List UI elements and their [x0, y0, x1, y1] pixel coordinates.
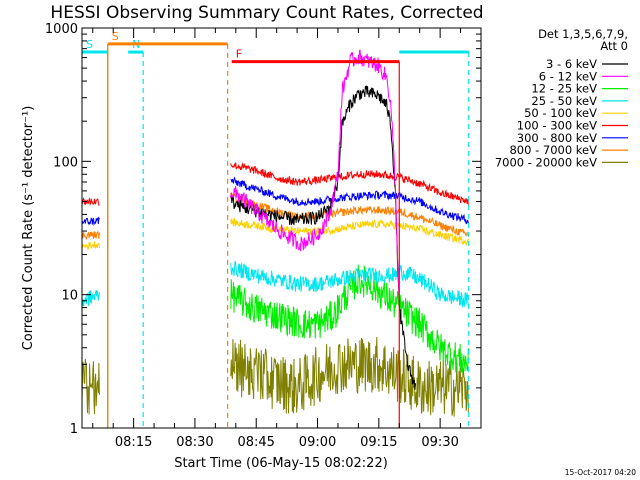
- series-group: [82, 49, 469, 417]
- y-tick-label-0: 1: [70, 422, 78, 437]
- x-tick-label-1: 08:30: [176, 435, 213, 450]
- x-tick-label-3: 09:00: [299, 435, 336, 450]
- y-tick-label-1: 10: [61, 289, 78, 304]
- series-line-12-25-kev: [230, 264, 469, 373]
- legend-label-25-50-kev: 25 - 50 keV: [531, 94, 597, 108]
- plot-area: SNSF: [82, 30, 470, 428]
- series-line-7000-20000-kev: [82, 336, 469, 417]
- legend-label-7000-20000-kev: 7000 - 20000 keV: [495, 155, 597, 169]
- series-line-50-100-kev: [82, 217, 469, 251]
- y-tick-label-3: 1000: [45, 22, 78, 37]
- x-axis-label: Start Time (06-May-15 08:02:22): [174, 456, 388, 471]
- legend-label-3-6-kev: 3 - 6 keV: [546, 57, 597, 71]
- x-tick-label-0: 08:15: [115, 435, 152, 450]
- x-tick-label-5: 09:30: [421, 435, 458, 450]
- series-line-300-800-kev: [82, 176, 469, 227]
- flag-label-0: S: [86, 38, 93, 51]
- legend-header-detectors: Det 1,3,5,6,7,9,: [538, 27, 628, 41]
- plot-timestamp: 15-Oct-2017 04:20: [565, 468, 636, 477]
- flag-label-3: F: [236, 48, 242, 61]
- x-tick-label-2: 08:45: [237, 435, 274, 450]
- y-tick-label-2: 100: [53, 155, 78, 170]
- legend-label-12-25-kev: 12 - 25 keV: [531, 82, 597, 96]
- series-line-25-50-kev: [82, 260, 469, 308]
- legend-label-50-100-kev: 50 - 100 keV: [524, 106, 597, 120]
- y-axis: 1 10 100 1000: [45, 22, 481, 437]
- plot-border: [81, 27, 482, 429]
- y-axis-label: Corrected Count Rate (s⁻¹ detector⁻¹): [21, 106, 36, 351]
- chart-title: HESSI Observing Summary Count Rates, Cor…: [50, 3, 483, 23]
- legend-label-100-300-kev: 100 - 300 keV: [517, 119, 597, 133]
- series-line-3-6-kev: [230, 85, 416, 390]
- series-line-100-300-kev: [82, 162, 469, 206]
- legend-label-800-7000-kev: 800 - 7000 keV: [509, 143, 597, 157]
- plot-frame: [81, 27, 482, 429]
- x-tick-label-4: 09:15: [360, 435, 397, 450]
- x-axis: 08:15 08:30 08:45 09:00 09:15 09:30: [92, 28, 462, 450]
- legend-header-attenuator: Att 0: [600, 39, 628, 53]
- legend-label-300-800-kev: 300 - 800 keV: [517, 131, 597, 145]
- legend-label-6-12-kev: 6 - 12 keV: [539, 69, 597, 83]
- flag-label-2: S: [112, 30, 119, 43]
- state-flags: SNSF: [82, 30, 470, 428]
